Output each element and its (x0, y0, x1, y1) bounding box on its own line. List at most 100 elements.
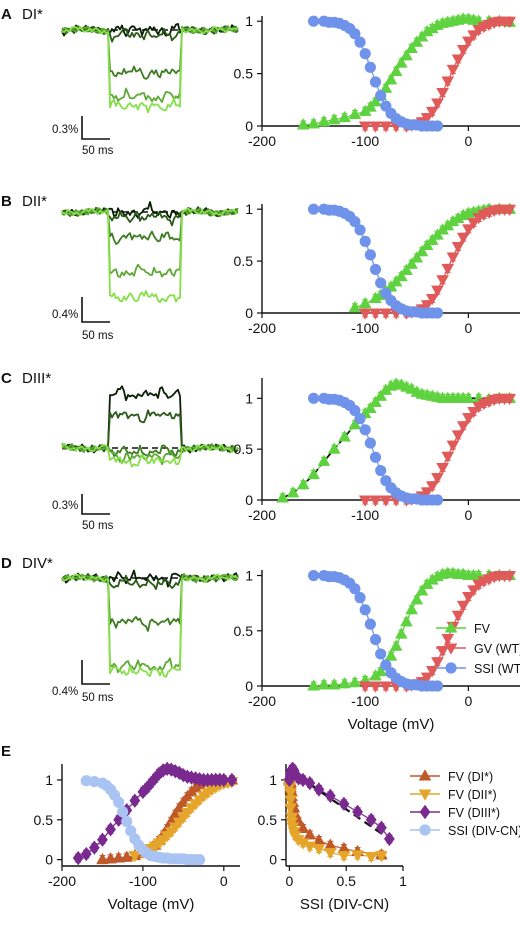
series-gv-wt- (358, 204, 516, 320)
panel-title-a: DI* (22, 6, 43, 23)
marker-triangle-up (410, 251, 424, 263)
scalebar-d-time: 50 ms (82, 692, 114, 704)
y-tick-label: 1 (245, 568, 253, 584)
y-tick-label: 0 (245, 305, 253, 321)
fluorescence-trace-panels (61, 23, 239, 678)
marker-circle (431, 120, 444, 132)
marker-triangle-up (425, 21, 439, 34)
marker-triangle-up (317, 454, 331, 466)
marker-diamond (304, 775, 316, 791)
marker-triangle-down (128, 851, 142, 863)
marker-triangle-up (348, 675, 362, 688)
marker-triangle-up (444, 621, 458, 633)
marker-triangle-down (418, 789, 432, 801)
marker-triangle-up (276, 491, 289, 503)
x-tick-label: -200 (248, 320, 276, 336)
y-tick-label: 0.5 (34, 812, 54, 828)
legend-label: GV (WT) (474, 642, 520, 656)
marker-circle (369, 76, 382, 88)
marker-triangle-down (379, 308, 393, 320)
marker-circle (364, 618, 376, 630)
scalebar-a: 0.3% 50 ms (52, 116, 114, 157)
marker-triangle-up (418, 769, 432, 781)
marker-circle (431, 680, 444, 692)
marker-triangle-up (348, 418, 362, 430)
panel-label-e: E (1, 743, 11, 760)
marker-diamond (324, 788, 336, 804)
marker-triangle-down (358, 308, 372, 320)
marker-triangle-up (348, 301, 362, 313)
marker-circle (349, 216, 361, 228)
marker-triangle-up (168, 807, 182, 819)
marker-triangle-up (400, 615, 413, 627)
marker-circle (349, 404, 361, 417)
marker-circle (359, 235, 371, 247)
scalebar-c-time: 50 ms (82, 520, 114, 532)
marker-circle (354, 413, 366, 425)
plot-d-voltage-curves: -200 -100 0 0 0.5 1 Voltage (mV) (234, 566, 520, 733)
y-tick-label: 0.5 (234, 623, 254, 639)
series-gv-wt- (358, 16, 516, 133)
y-tick-label: 0.5 (234, 66, 254, 82)
series-gv-wt- (358, 393, 516, 507)
y-tick-label: 1 (245, 390, 253, 406)
marker-circle (308, 392, 320, 404)
marker-triangle-down (456, 421, 470, 433)
marker-triangle-down (441, 76, 455, 88)
y-tick-label: 0 (45, 852, 53, 868)
panel-label-d: D (1, 555, 12, 572)
marker-triangle-down (284, 803, 297, 815)
scalebar-c-amplitude: 0.3% (52, 500, 78, 512)
marker-triangle-up (374, 389, 387, 401)
marker-triangle-up (395, 627, 408, 639)
marker-circle (375, 648, 387, 660)
marker-triangle-down (337, 851, 351, 863)
marker-triangle-down (431, 473, 444, 485)
voltage-curve-plots: -200 -100 000.51-200 -100 000.51-200 -100 000.… (34, 12, 520, 913)
scalebar-b-time: 50 ms (82, 330, 114, 342)
marker-circle (354, 592, 366, 604)
marker-triangle-up (296, 478, 310, 490)
marker-triangle-down (446, 440, 460, 452)
marker-triangle-up (327, 442, 341, 454)
marker-circle (354, 224, 366, 236)
marker-circle (375, 464, 387, 477)
marker-triangle-down (456, 45, 470, 57)
marker-triangle-down (296, 838, 310, 850)
marker-diamond (313, 782, 325, 797)
marker-triangle-down (431, 657, 444, 669)
marker-triangle-down (358, 681, 372, 693)
series-line (354, 208, 510, 309)
scalebar-b: 0.4% 50 ms (52, 297, 114, 342)
marker-triangle-up (348, 107, 362, 119)
marker-diamond (383, 831, 395, 847)
marker-triangle-down (446, 252, 460, 264)
marker-diamond (365, 812, 377, 827)
x-tick-label: -100 (351, 133, 379, 149)
marker-circle (445, 662, 457, 674)
marker-circle (308, 15, 320, 27)
marker-diamond (338, 796, 350, 812)
marker-circle (364, 249, 376, 261)
y-tick-label: 0 (245, 678, 253, 694)
marker-triangle-down (503, 571, 516, 583)
scalebar-d: 0.4% 50 ms (52, 660, 114, 704)
marker-triangle-up (425, 573, 439, 585)
x-tick-label: 1 (399, 873, 407, 889)
marker-triangle-down (358, 495, 372, 507)
marker-triangle-down (369, 308, 382, 320)
series-ssi-wt- (308, 203, 444, 319)
marker-triangle-down (503, 204, 516, 216)
trace-panel-d (61, 569, 239, 678)
marker-triangle-down (284, 795, 297, 807)
marker-triangle-down (441, 451, 455, 464)
marker-triangle-down (456, 232, 470, 244)
marker-triangle-up (462, 391, 475, 403)
series-ssi-div-cn- (80, 775, 206, 866)
marker-triangle-down (425, 481, 439, 493)
marker-triangle-down (420, 672, 434, 684)
marker-triangle-down (462, 36, 475, 48)
trace-4 (61, 25, 239, 103)
marker-triangle-down (379, 495, 393, 507)
